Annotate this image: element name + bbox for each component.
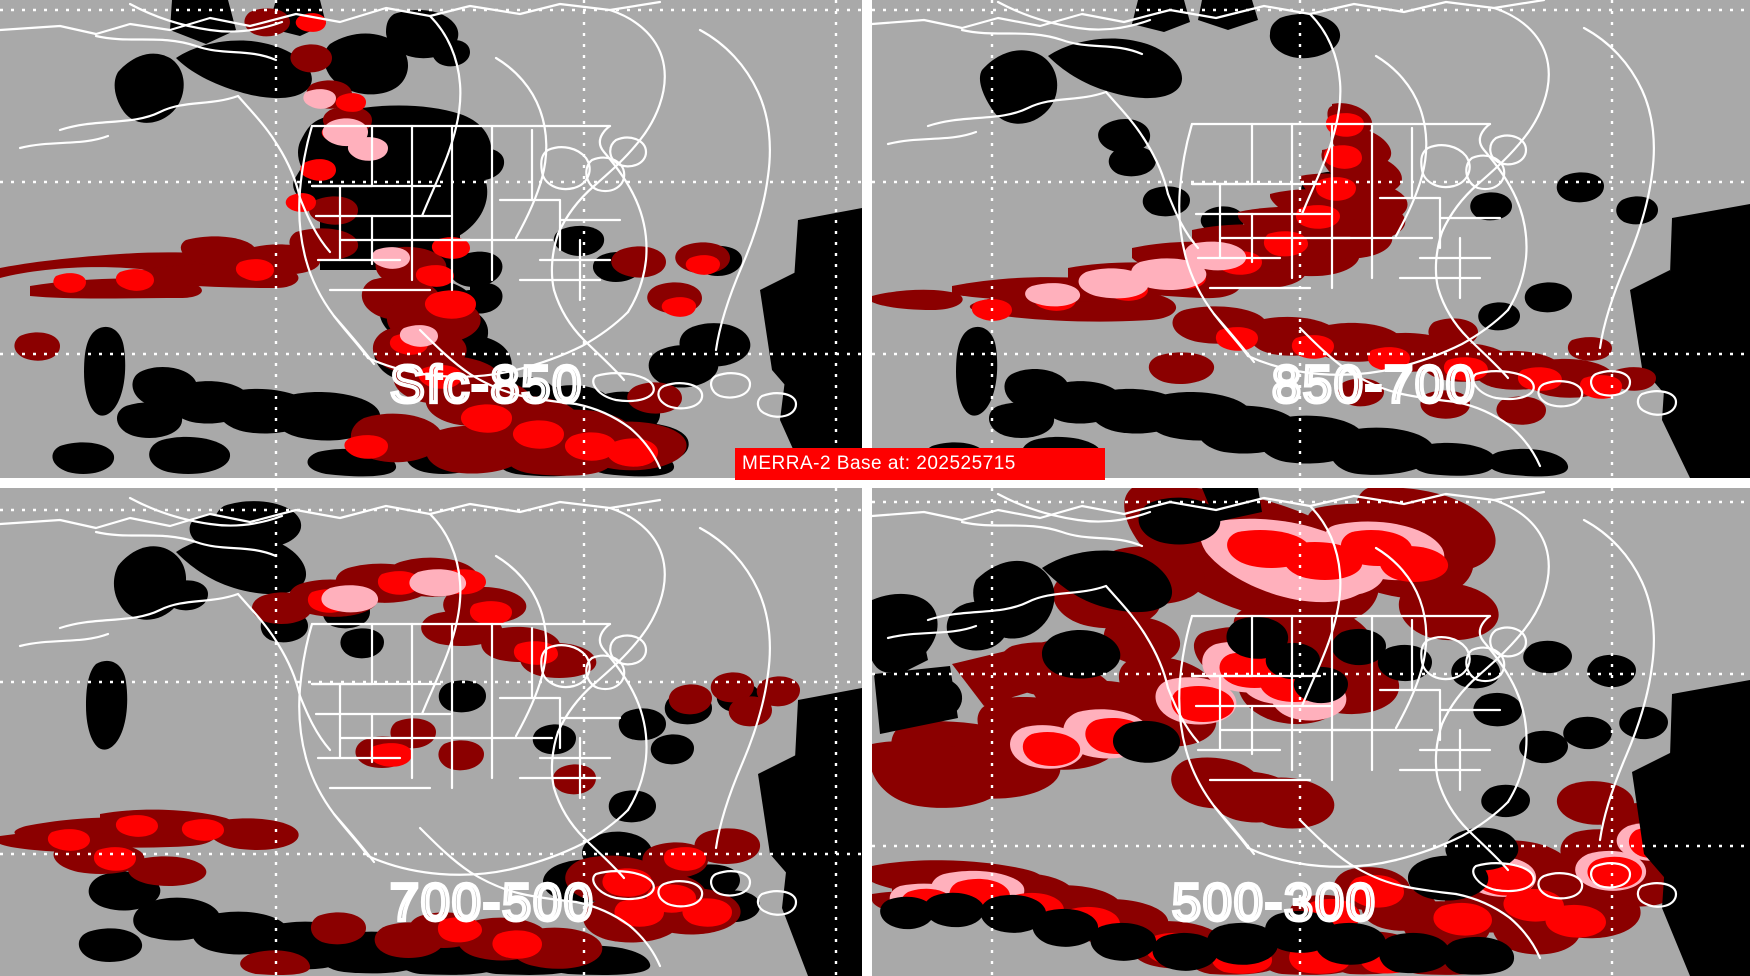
map-graphic-850-700 bbox=[872, 0, 1750, 478]
map-graphic-sfc-850 bbox=[0, 0, 862, 478]
panel-divider-horizontal bbox=[0, 478, 1750, 488]
map-panel-850-700[interactable]: 850-700 bbox=[872, 0, 1750, 478]
timestamp-banner: MERRA-2 Base at: 202525715 bbox=[735, 448, 1105, 480]
map-panel-700-500[interactable]: 700-500 bbox=[0, 488, 862, 976]
timestamp-banner-text: MERRA-2 Base at: 202525715 bbox=[742, 453, 1016, 474]
map-panel-500-300[interactable]: 500-300 bbox=[872, 488, 1750, 976]
panel-divider-vertical bbox=[862, 0, 872, 976]
map-panel-sfc-850[interactable]: Sfc-850 bbox=[0, 0, 862, 478]
map-graphic-700-500 bbox=[0, 488, 862, 976]
map-graphic-500-300 bbox=[872, 488, 1750, 976]
